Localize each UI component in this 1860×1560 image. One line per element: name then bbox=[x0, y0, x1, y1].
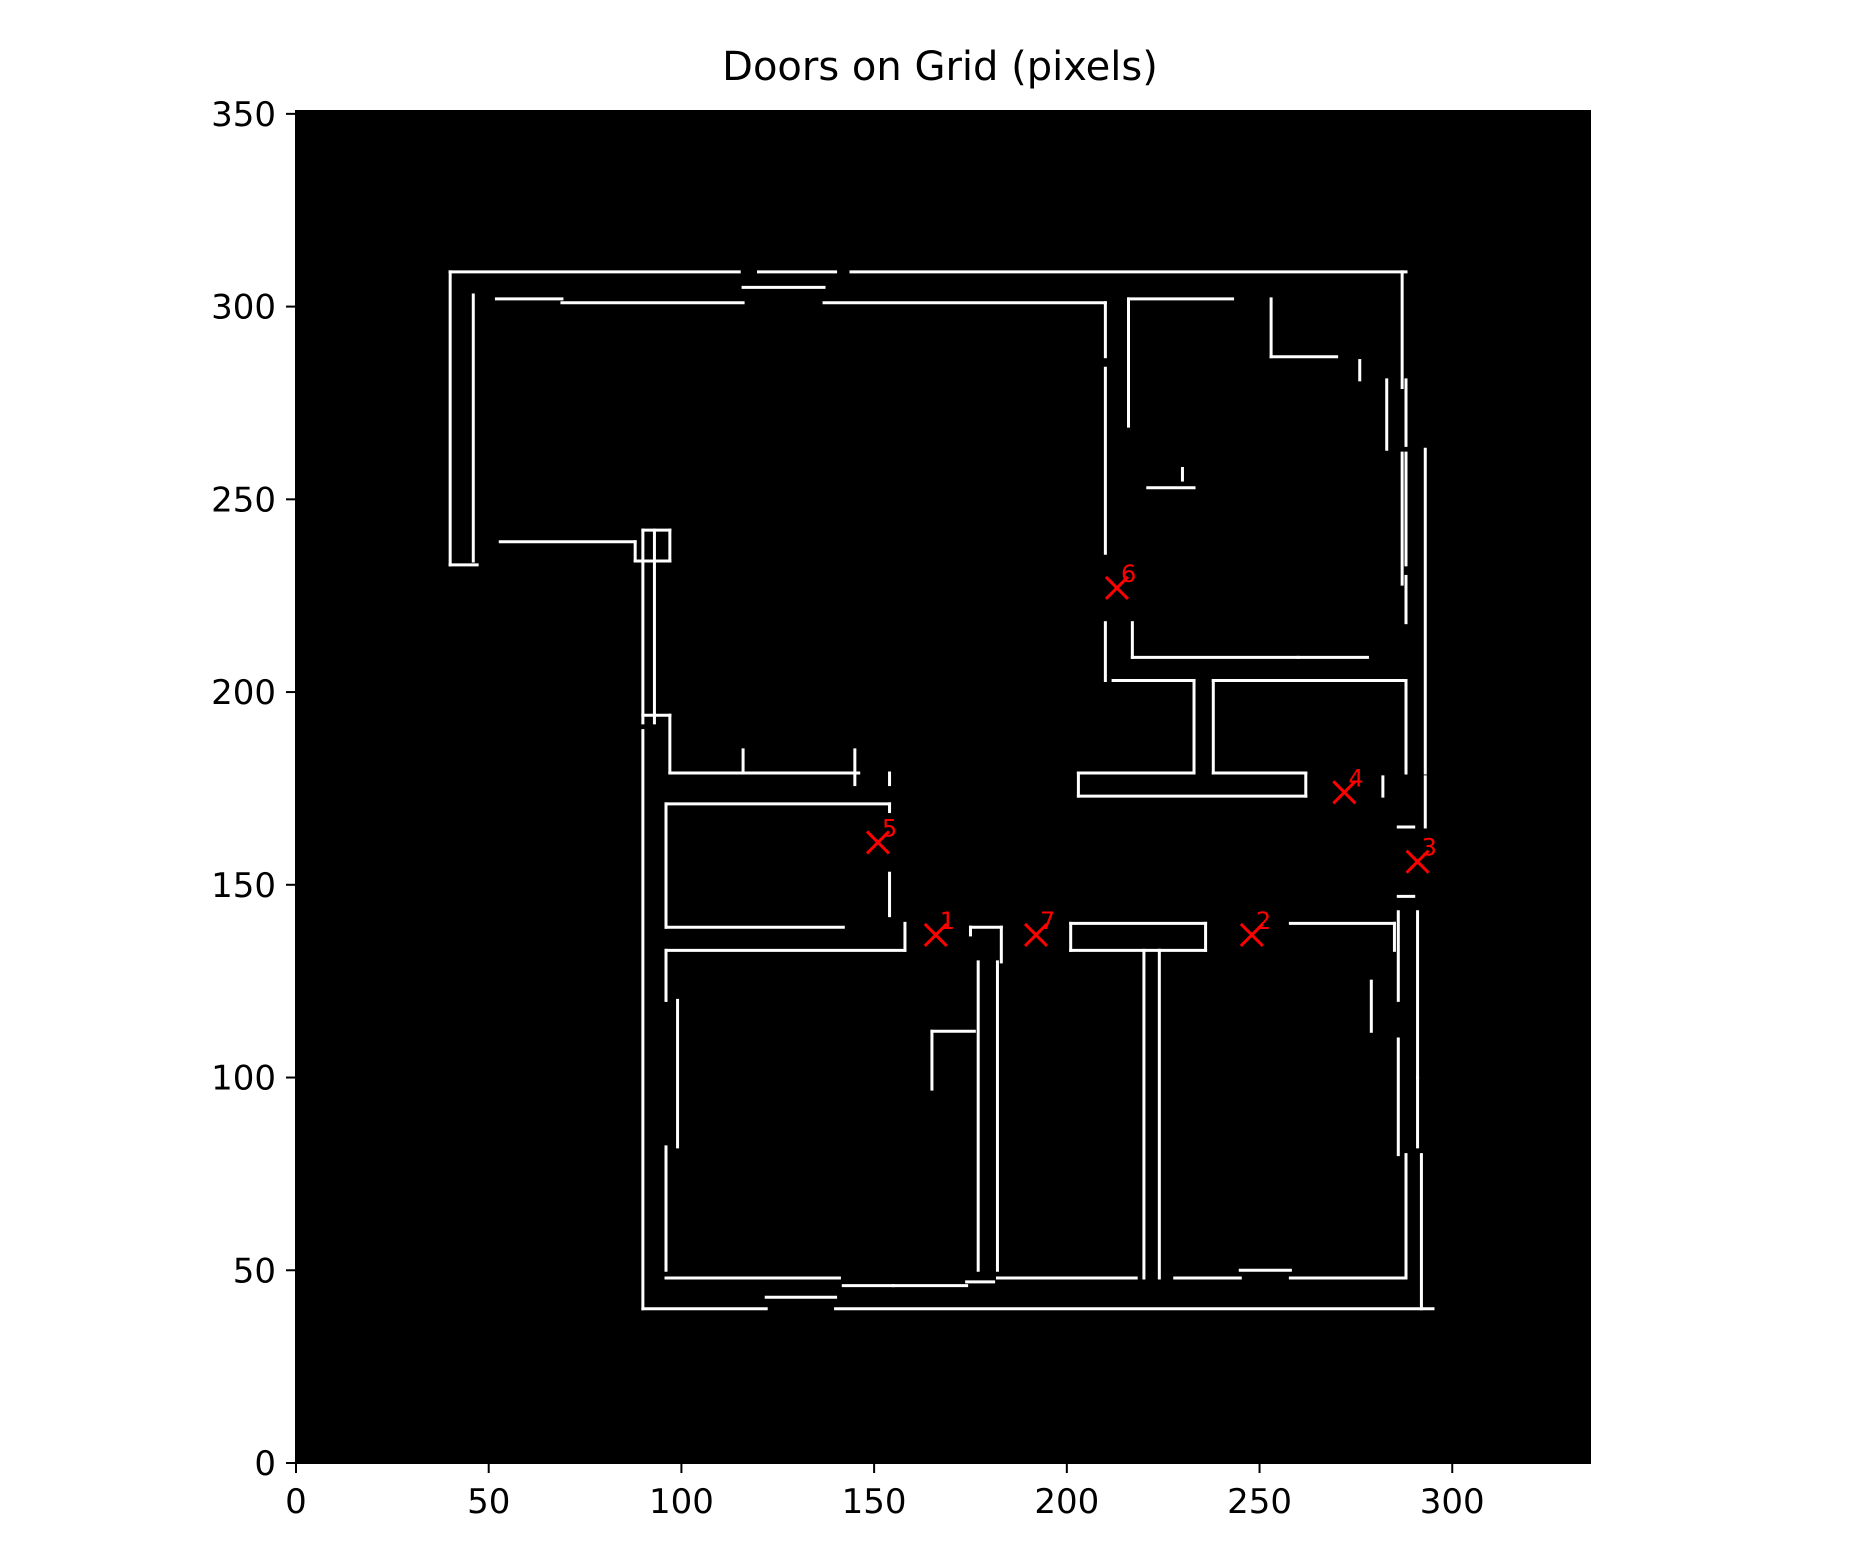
y-tick-label: 200 bbox=[211, 673, 276, 713]
y-tick-label: 0 bbox=[254, 1444, 276, 1484]
x-marker-stroke bbox=[923, 922, 948, 947]
y-tick-label: 100 bbox=[211, 1059, 276, 1099]
x-tick-label: 150 bbox=[842, 1482, 907, 1522]
door-markers: 1 2 3 4 5 6 7 bbox=[865, 560, 1437, 947]
x-marker-stroke bbox=[1405, 849, 1430, 874]
door-label-1: 1 bbox=[940, 907, 955, 935]
door-marker-1 bbox=[923, 922, 948, 947]
x-marker-stroke bbox=[1023, 922, 1049, 947]
door-marker-5 bbox=[865, 830, 891, 855]
plot-area bbox=[296, 110, 1591, 1463]
door-marker-2 bbox=[1239, 922, 1264, 947]
door-marker-4 bbox=[1332, 780, 1357, 805]
y-tick-label: 150 bbox=[211, 866, 276, 906]
x-tick-label: 0 bbox=[285, 1482, 307, 1522]
door-label-3: 3 bbox=[1422, 834, 1437, 862]
y-tick-label: 350 bbox=[211, 95, 276, 135]
door-marker-7 bbox=[1023, 922, 1049, 947]
door-marker-3 bbox=[1405, 849, 1430, 874]
x-marker-stroke bbox=[1239, 922, 1264, 947]
x-tick-label: 100 bbox=[649, 1482, 714, 1522]
x-marker-stroke bbox=[1332, 780, 1357, 805]
y-tick-label: 250 bbox=[211, 480, 276, 520]
x-marker-stroke bbox=[865, 830, 891, 855]
door-label-6: 6 bbox=[1121, 560, 1136, 588]
x-tick-label: 250 bbox=[1227, 1482, 1292, 1522]
door-marker-6 bbox=[1104, 575, 1129, 601]
door-label-2: 2 bbox=[1256, 907, 1271, 935]
door-label-5: 5 bbox=[882, 814, 897, 842]
occupancy-walls bbox=[448, 270, 1435, 1311]
y-tick-label: 300 bbox=[211, 288, 276, 328]
axes: 0 50 100 150 200 250 300 0 50 100 150 200 250 300 350 bbox=[211, 95, 1591, 1522]
x-marker-stroke bbox=[1104, 575, 1129, 601]
x-tick-label: 50 bbox=[467, 1482, 510, 1522]
x-tick-label: 200 bbox=[1034, 1482, 1099, 1522]
door-label-4: 4 bbox=[1348, 764, 1363, 792]
y-tick-label: 50 bbox=[233, 1251, 276, 1291]
x-tick-label: 300 bbox=[1420, 1482, 1485, 1522]
chart-title: Doors on Grid (pixels) bbox=[722, 44, 1158, 90]
door-label-7: 7 bbox=[1040, 907, 1055, 935]
